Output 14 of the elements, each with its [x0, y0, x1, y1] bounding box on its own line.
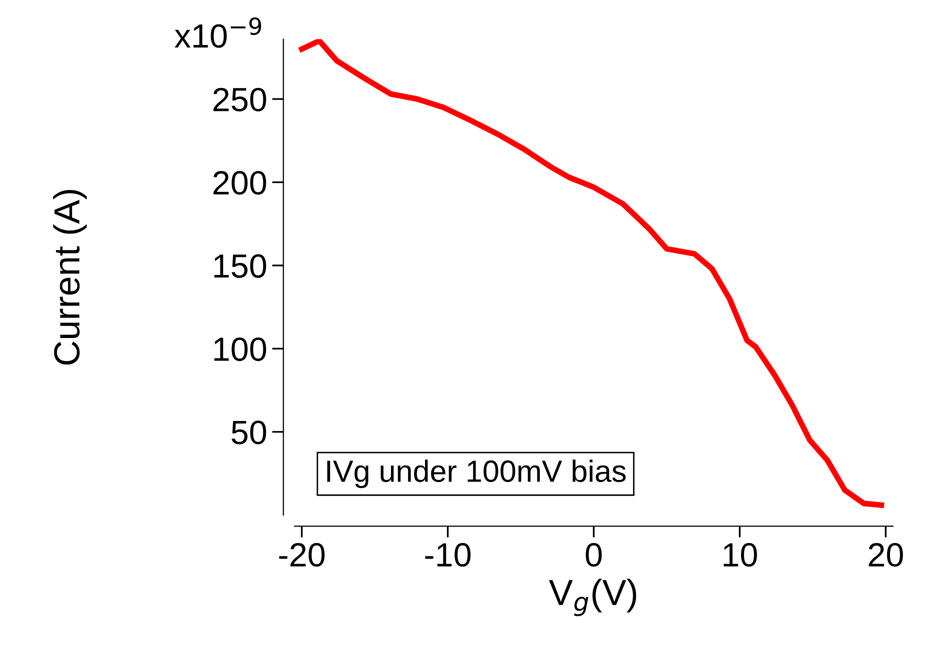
text: x10$^{−9}$ — [174, 17, 262, 48]
y-tick-label: 150 — [214, 254, 266, 278]
annotation: IVg under 100mV bias — [327, 460, 626, 488]
y-tick-label: 100 — [214, 337, 266, 362]
x-tick-label: 0 — [586, 543, 602, 567]
x-tick-label: 20 — [868, 543, 903, 567]
y-tick-label: 250 — [213, 88, 266, 112]
y-tick-label: 200 — [213, 171, 266, 195]
x-tick-label: -20 — [279, 543, 325, 567]
x-tick-label: -10 — [425, 543, 471, 567]
x-tick-label: 10 — [724, 543, 757, 567]
y-axis-title: Current (A) — [53, 190, 87, 365]
y-tick-label: 50 — [232, 420, 266, 444]
x-axis-title: V$_{g}$(V) — [548, 578, 636, 616]
